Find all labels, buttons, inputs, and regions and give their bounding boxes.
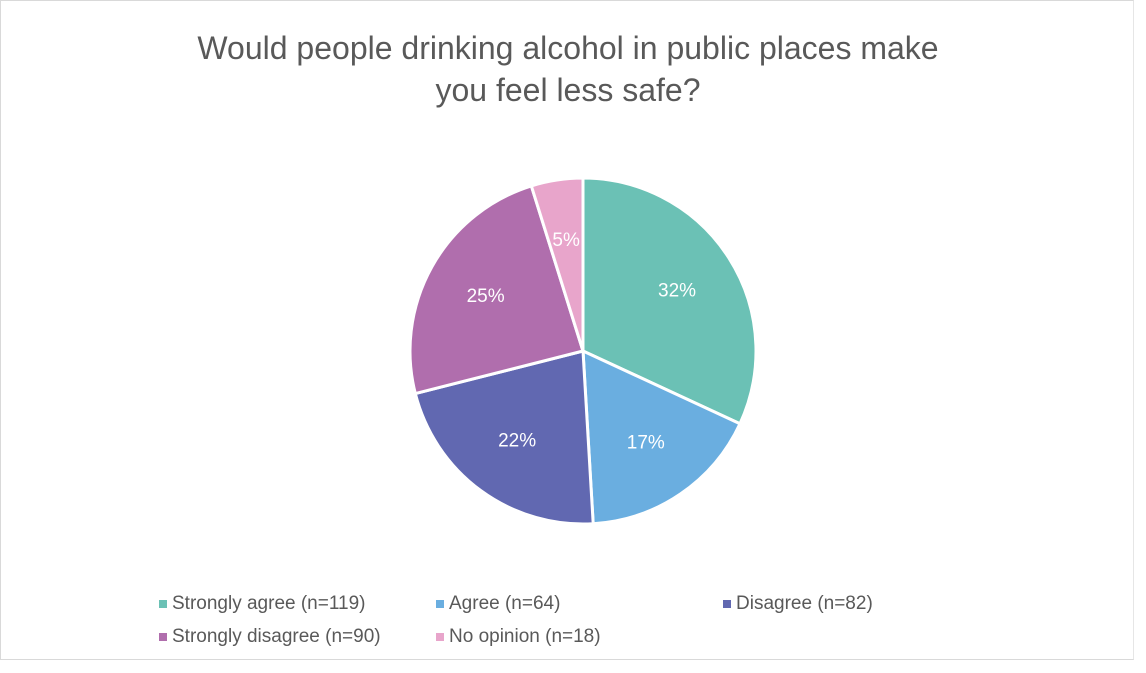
legend-swatch-strongly-disagree [159,633,167,641]
legend-swatch-disagree [723,600,731,608]
legend-label-no-opinion: No opinion (n=18) [449,626,601,647]
chart-frame: Would people drinking alcohol in public … [0,0,1134,660]
legend-item-strongly-agree: Strongly agree (n=119) [159,593,365,615]
chart-title: Would people drinking alcohol in public … [197,30,939,108]
legend-row-2: Strongly disagree (n=90) No opinion (n=1… [159,626,1059,659]
legend-label-agree: Agree (n=64) [449,593,561,614]
legend-swatch-strongly-agree [159,600,167,608]
legend-label-strongly-disagree: Strongly disagree (n=90) [172,626,381,647]
legend-row-1: Strongly agree (n=119) Agree (n=64) Disa… [159,593,1059,626]
pie-chart: 32% 17% 22% 25% 5% [408,176,758,526]
legend-item-disagree: Disagree (n=82) [723,593,873,615]
data-label-strongly-agree: 32% [658,280,696,301]
legend-swatch-no-opinion [436,633,444,641]
legend-item-no-opinion: No opinion (n=18) [436,626,601,648]
legend: Strongly agree (n=119) Agree (n=64) Disa… [159,593,1059,659]
pie-slice-strongly-disagree [408,184,585,396]
legend-item-agree: Agree (n=64) [436,593,560,615]
data-label-no-opinion: 5% [552,230,580,251]
data-label-strongly-disagree: 25% [467,286,505,307]
legend-item-strongly-disagree: Strongly disagree (n=90) [159,626,381,648]
data-label-agree: 17% [627,433,665,454]
legend-label-disagree: Disagree (n=82) [736,593,873,614]
data-label-disagree: 22% [498,431,536,452]
legend-label-strongly-agree: Strongly agree (n=119) [172,593,366,614]
pie-slice-no-opinion [529,176,585,353]
pie-slice-agree [581,349,742,526]
legend-swatch-agree [436,600,444,608]
pie-slice-strongly-agree [581,176,758,426]
pie-slice-disagree [413,349,595,526]
